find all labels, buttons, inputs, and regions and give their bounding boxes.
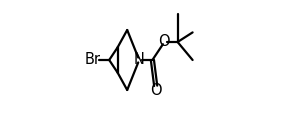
Text: O: O	[150, 83, 162, 98]
Text: N: N	[134, 53, 145, 67]
Text: Br: Br	[85, 53, 101, 67]
Text: O: O	[158, 35, 170, 49]
